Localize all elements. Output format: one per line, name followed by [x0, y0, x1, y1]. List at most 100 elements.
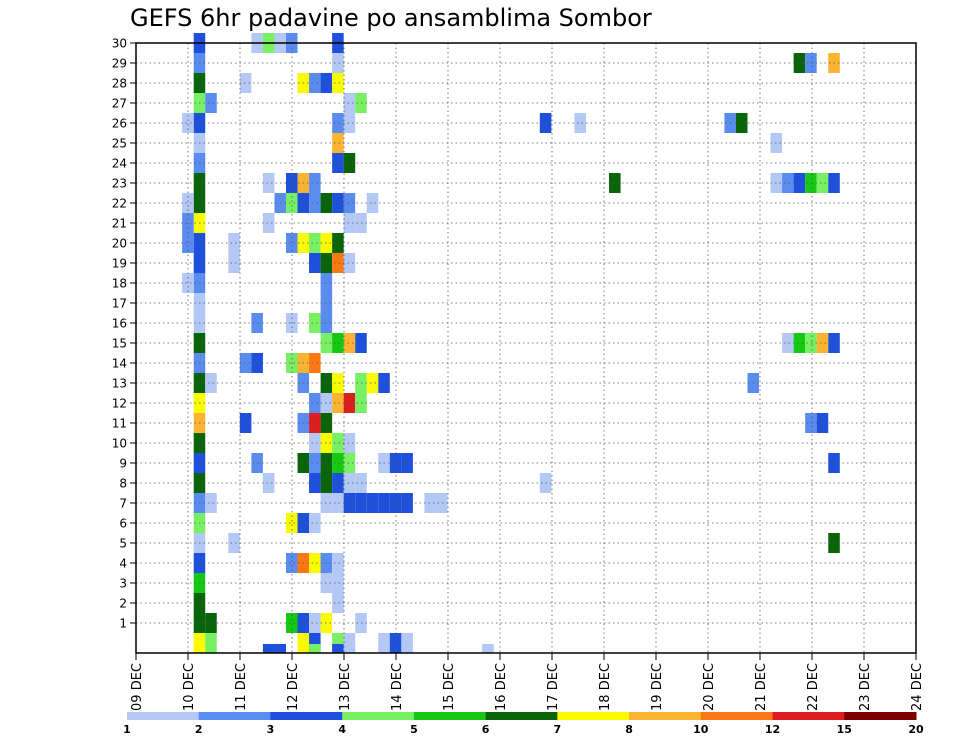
y-tick-label: 11 [112, 417, 127, 431]
heat-cell [782, 333, 794, 353]
legend-label: 10 [693, 723, 709, 736]
heat-cell [309, 193, 321, 213]
heat-cell [366, 493, 379, 513]
heat-cell [309, 393, 321, 413]
heat-cell [343, 453, 356, 473]
heat-cell [793, 53, 806, 73]
heat-cell [805, 53, 817, 73]
legend-swatch [127, 712, 200, 720]
y-tick-label: 7 [119, 497, 127, 511]
legend-label: 5 [410, 723, 418, 736]
legend-swatch [700, 712, 774, 720]
heat-cell [332, 53, 344, 73]
y-tick-label: 15 [112, 337, 127, 351]
heat-cell [262, 644, 275, 653]
heat-cell [309, 353, 321, 373]
y-tick-label: 5 [119, 537, 127, 551]
heat-cell [332, 153, 344, 173]
heat-cell [609, 173, 621, 193]
legend-label: 15 [837, 723, 852, 736]
heat-cell [574, 113, 586, 133]
heat-cell [285, 193, 298, 213]
heat-cell [262, 473, 275, 493]
heat-cell [389, 633, 402, 653]
heat-cell [343, 153, 356, 173]
legend-label: 4 [338, 723, 346, 736]
heat-cell [378, 633, 390, 653]
y-tick-label: 2 [119, 597, 127, 611]
legend-label: 3 [267, 723, 275, 736]
heat-cell [251, 453, 263, 473]
heat-cell [309, 513, 321, 533]
heat-cell [355, 93, 367, 113]
heat-cell [332, 633, 344, 653]
heat-cell [816, 333, 829, 353]
heat-cell [262, 213, 275, 233]
heat-cell [309, 313, 321, 333]
heat-cell [389, 493, 402, 513]
heat-cell [355, 613, 367, 633]
heat-cell [435, 493, 448, 513]
y-tick-label: 24 [112, 157, 127, 171]
heat-cell [332, 253, 344, 273]
heat-cell [332, 593, 344, 613]
heat-cell [389, 453, 402, 473]
heat-cell [816, 173, 829, 193]
heat-cell [805, 333, 817, 353]
y-tick-label: 22 [112, 197, 127, 211]
heat-cell [205, 633, 217, 653]
heat-cell [355, 213, 367, 233]
heat-cell [332, 644, 344, 653]
x-tick-label: 16 DEC [494, 663, 509, 711]
y-tick-label: 10 [112, 437, 127, 451]
heat-cell [228, 233, 240, 253]
legend-swatch [772, 712, 845, 720]
heat-cell [482, 644, 494, 653]
legend-swatch [270, 712, 343, 720]
x-tick-label: 11 DEC [234, 663, 249, 711]
legend-label: 20 [908, 723, 924, 736]
y-tick-label: 14 [112, 357, 127, 371]
y-tick-label: 23 [112, 177, 127, 191]
heat-cell [366, 193, 379, 213]
legend-swatch [198, 712, 271, 720]
heat-cell [793, 173, 806, 193]
y-tick-label: 30 [112, 37, 127, 51]
x-tick-label: 18 DEC [598, 663, 613, 711]
heat-cell [285, 233, 298, 253]
heat-cell [343, 93, 356, 113]
heat-cell [274, 644, 286, 653]
heat-cell [332, 453, 344, 473]
heat-cell [285, 513, 298, 533]
y-tick-label: 21 [112, 217, 127, 231]
x-tick-label: 23 DEC [858, 663, 873, 711]
heat-cell [309, 453, 321, 473]
heat-cell [262, 173, 275, 193]
heat-cell [366, 373, 379, 393]
heat-cell [343, 393, 356, 413]
heat-cell [355, 473, 367, 493]
heat-cell [782, 173, 794, 193]
heat-cell [332, 193, 344, 213]
y-tick-label: 1 [119, 617, 127, 631]
heat-cell [297, 633, 310, 653]
heat-cell [332, 493, 344, 513]
heat-cell [343, 433, 356, 453]
legend-swatch [413, 712, 487, 720]
y-tick-label: 27 [112, 97, 127, 111]
y-tick-label: 17 [112, 297, 127, 311]
y-tick-label: 8 [119, 477, 127, 491]
heat-cell [228, 253, 240, 273]
heat-cell [309, 553, 321, 573]
heat-cell [205, 373, 217, 393]
heat-cell [239, 73, 252, 93]
x-tick-label: 15 DEC [442, 663, 457, 711]
y-tick-label: 25 [112, 137, 127, 151]
color-legend: 1 2 3 4 5 6 7 8 10 12 15 20 [123, 712, 924, 736]
x-tick-label: 12 DEC [286, 663, 301, 711]
heat-cell [332, 113, 344, 133]
heat-cell [343, 113, 356, 133]
heat-cell [355, 373, 367, 393]
heat-cell [182, 193, 194, 213]
y-tick-label: 13 [112, 377, 127, 391]
